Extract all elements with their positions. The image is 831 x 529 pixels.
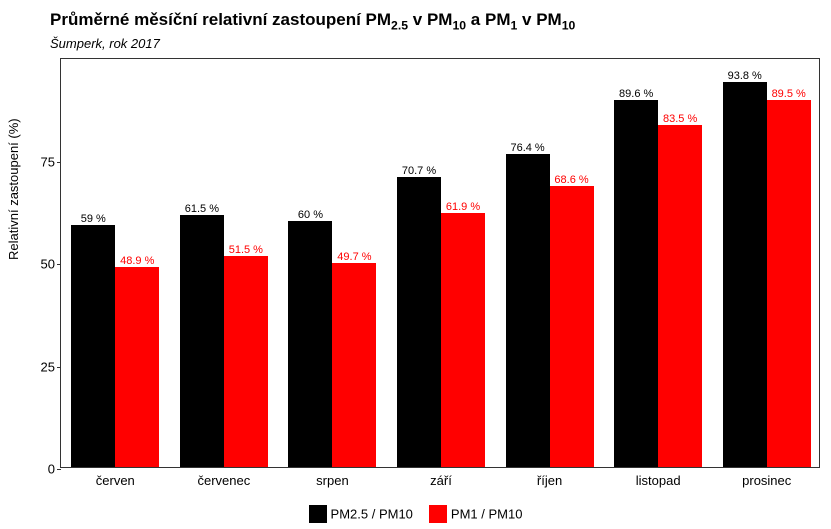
x-tick-label: srpen bbox=[316, 473, 349, 488]
legend-label: PM1 / PM10 bbox=[451, 507, 523, 522]
bar-pm25_pm10 bbox=[180, 215, 224, 467]
x-tick-label: listopad bbox=[636, 473, 681, 488]
chart-subtitle: Šumperk, rok 2017 bbox=[50, 36, 160, 51]
legend-item-pm25_pm10: PM2.5 / PM10 bbox=[309, 505, 413, 523]
gridline bbox=[61, 162, 819, 163]
bar-pm1_pm10 bbox=[224, 256, 268, 467]
bar-pm1_pm10 bbox=[658, 125, 702, 467]
legend-swatch bbox=[309, 505, 327, 523]
y-tick-label: 50 bbox=[41, 257, 55, 272]
chart-title: Průměrné měsíční relativní zastoupení PM… bbox=[50, 10, 575, 32]
bar-pm1_pm10 bbox=[767, 100, 811, 467]
y-tick-mark bbox=[57, 469, 61, 470]
bar-pm25_pm10 bbox=[71, 225, 115, 467]
bar-value-label: 70.7 % bbox=[402, 165, 436, 177]
bar-value-label: 68.6 % bbox=[554, 174, 588, 186]
y-axis-label: Relativní zastoupení (%) bbox=[6, 118, 21, 260]
y-tick-mark bbox=[57, 264, 61, 265]
bar-value-label: 83.5 % bbox=[663, 113, 697, 125]
bar-value-label: 89.5 % bbox=[772, 88, 806, 100]
bar-value-label: 61.9 % bbox=[446, 201, 480, 213]
y-tick-label: 0 bbox=[48, 462, 55, 477]
bar-value-label: 49.7 % bbox=[337, 251, 371, 263]
bar-pm25_pm10 bbox=[288, 221, 332, 467]
bar-pm1_pm10 bbox=[550, 186, 594, 467]
bar-value-label: 76.4 % bbox=[510, 142, 544, 154]
y-tick-mark bbox=[57, 162, 61, 163]
legend: PM2.5 / PM10 PM1 / PM10 bbox=[0, 505, 831, 523]
y-tick-label: 25 bbox=[41, 359, 55, 374]
bar-value-label: 48.9 % bbox=[120, 255, 154, 267]
bar-pm1_pm10 bbox=[115, 267, 159, 467]
y-tick-mark bbox=[57, 367, 61, 368]
bar-pm25_pm10 bbox=[723, 82, 767, 467]
x-tick-label: červen bbox=[96, 473, 135, 488]
y-tick-label: 75 bbox=[41, 154, 55, 169]
bar-value-label: 61.5 % bbox=[185, 203, 219, 215]
bar-pm1_pm10 bbox=[441, 213, 485, 467]
x-tick-label: prosinec bbox=[742, 473, 791, 488]
bar-value-label: 51.5 % bbox=[229, 244, 263, 256]
bar-value-label: 93.8 % bbox=[728, 70, 762, 82]
bar-value-label: 89.6 % bbox=[619, 88, 653, 100]
plot-area: 0255075červen59 %48.9 %červenec61.5 %51.… bbox=[60, 58, 820, 468]
bar-value-label: 59 % bbox=[81, 213, 106, 225]
x-tick-label: září bbox=[430, 473, 452, 488]
bar-pm25_pm10 bbox=[614, 100, 658, 467]
bar-pm25_pm10 bbox=[506, 154, 550, 467]
bar-value-label: 60 % bbox=[298, 209, 323, 221]
x-tick-label: říjen bbox=[537, 473, 562, 488]
legend-swatch bbox=[429, 505, 447, 523]
bar-pm25_pm10 bbox=[397, 177, 441, 467]
chart-container: Průměrné měsíční relativní zastoupení PM… bbox=[0, 0, 831, 529]
legend-label: PM2.5 / PM10 bbox=[331, 507, 413, 522]
gridline bbox=[61, 469, 819, 470]
legend-item-pm1_pm10: PM1 / PM10 bbox=[429, 505, 523, 523]
x-tick-label: červenec bbox=[197, 473, 250, 488]
bar-pm1_pm10 bbox=[332, 263, 376, 467]
